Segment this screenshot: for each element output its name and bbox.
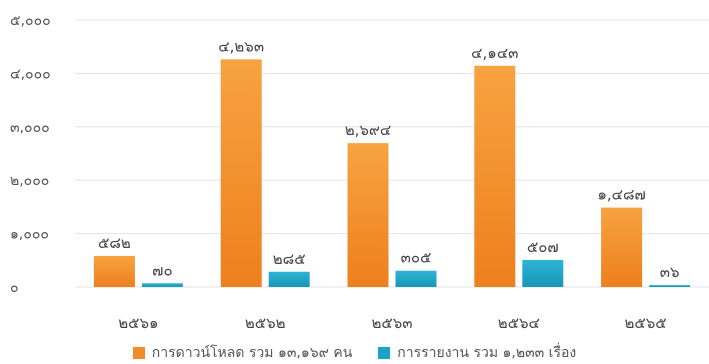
- legend-item-reports: การรายงาน รวม ๑,๒๓๓ เรื่อง: [378, 342, 576, 364]
- x-category-label: ๒๕๖๒: [245, 314, 286, 332]
- bar-reports: [268, 271, 310, 287]
- data-label-reports: ๕๐๗: [527, 238, 559, 256]
- bar-reports: [522, 259, 564, 287]
- legend-swatch-reports: [378, 347, 391, 359]
- data-label-downloads: ๑,๔๘๗: [597, 186, 646, 204]
- bar-downloads: [347, 143, 389, 287]
- y-tick-label: ๐: [10, 280, 19, 296]
- bar-reports: [649, 285, 691, 287]
- data-label-downloads: ๒,๖๙๔: [345, 121, 392, 139]
- data-label-reports: ๓๖: [660, 263, 680, 281]
- bar-downloads: [93, 255, 135, 287]
- bar-downloads: [601, 207, 643, 287]
- y-tick-label: ๔,๐๐๐: [10, 66, 51, 82]
- x-category-label: ๒๕๖๑: [118, 314, 158, 332]
- bar-downloads: [474, 65, 516, 288]
- data-label-downloads: ๔,๒๖๓: [218, 37, 264, 55]
- legend-label-downloads: การดาวน์โหลด รวม ๑๓,๑๖๙ คน: [151, 345, 353, 361]
- data-label-downloads: ๕๘๒: [98, 234, 131, 252]
- y-tick-label: ๑,๐๐๐: [10, 227, 49, 243]
- legend: การดาวน์โหลด รวม ๑๓,๑๖๙ คน การรายงาน รวม…: [0, 343, 709, 363]
- legend-swatch-downloads: [132, 347, 145, 359]
- legend-item-downloads: การดาวน์โหลด รวม ๑๓,๑๖๙ คน: [132, 342, 353, 364]
- data-label-reports: ๓๐๕: [401, 249, 432, 267]
- y-tick-label: ๕,๐๐๐: [10, 13, 51, 29]
- legend-label-reports: การรายงาน รวม ๑,๒๓๓ เรื่อง: [397, 345, 577, 361]
- bar-reports: [395, 270, 437, 287]
- bar-reports: [141, 283, 183, 287]
- data-label-reports: ๗๐: [152, 261, 172, 279]
- x-category-label: ๒๕๖๕: [625, 314, 667, 332]
- y-tick-label: ๒,๐๐๐: [10, 173, 49, 189]
- x-category-label: ๒๕๖๓: [371, 314, 412, 332]
- x-category-label: ๒๕๖๔: [498, 314, 540, 332]
- y-tick-label: ๓,๐๐๐: [10, 120, 50, 136]
- data-label-downloads: ๔,๑๔๓: [471, 44, 518, 62]
- bar-downloads: [220, 59, 262, 287]
- data-label-reports: ๒๘๕: [273, 250, 306, 268]
